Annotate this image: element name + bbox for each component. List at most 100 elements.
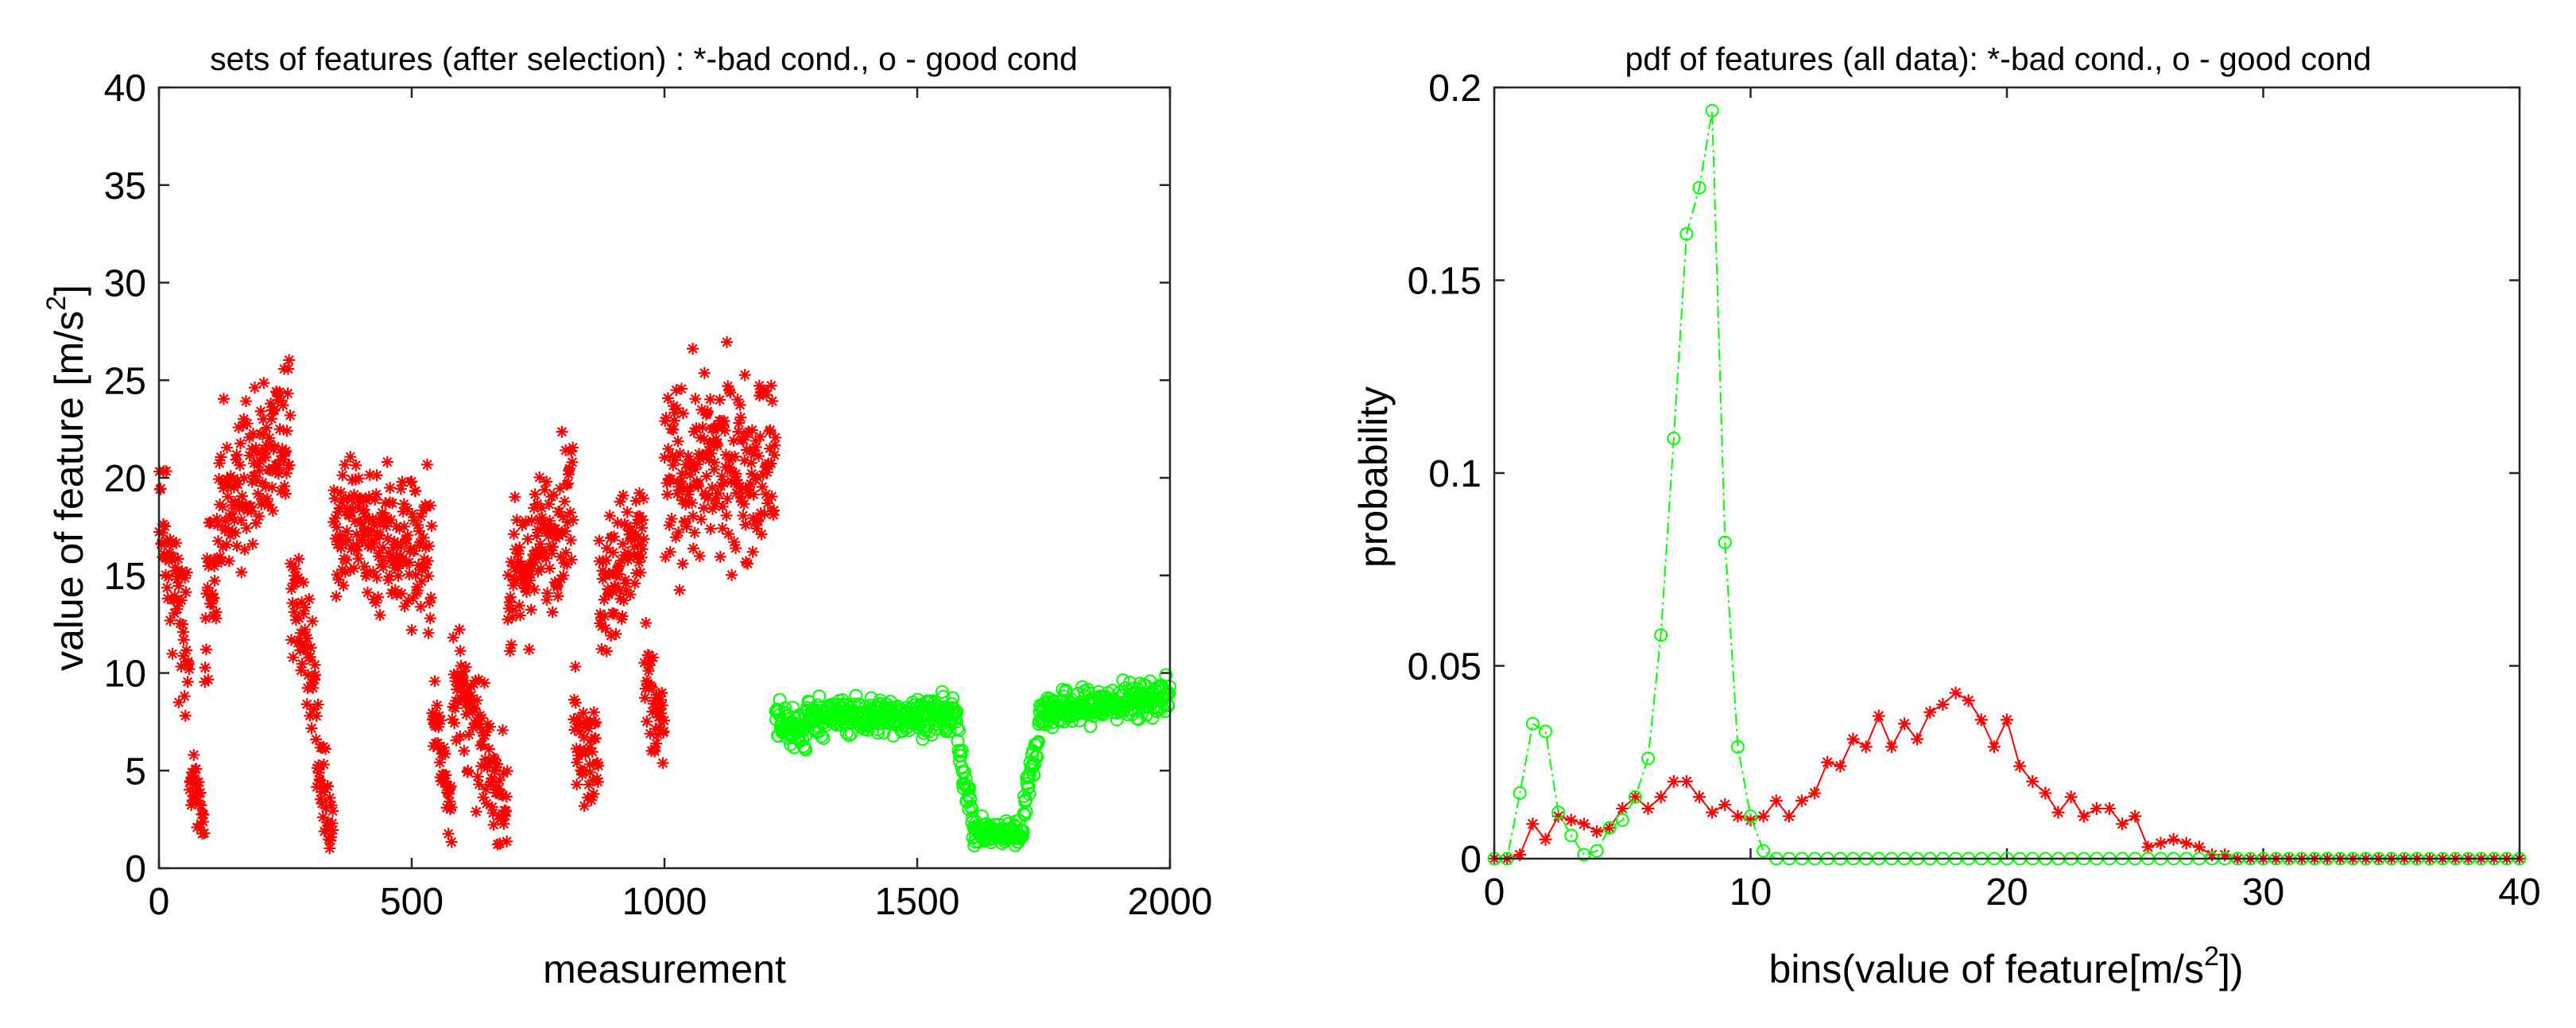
bad-cond-point: [169, 590, 181, 603]
bad-cond-point: [750, 435, 762, 448]
bad-cond-point: [157, 548, 170, 561]
bad-cond-point: [370, 469, 383, 482]
bad-cond-point: [445, 836, 458, 848]
bad-cond-point: [203, 554, 216, 567]
bad-cond-point: [672, 526, 685, 538]
bad-cond-point: [446, 713, 459, 726]
bad-cond-point: [254, 405, 267, 417]
bad-cond-point: [233, 502, 246, 515]
scatter-y-tick-label: 25: [104, 360, 146, 402]
bad-cond-point: [471, 694, 483, 707]
bad-cond-marker: [1782, 809, 1795, 823]
bad-cond-point: [274, 485, 287, 498]
bad-cond-point: [420, 541, 432, 554]
bad-cond-point: [768, 448, 781, 461]
good-cond-marker: [1641, 751, 1655, 766]
good-cond-point: [974, 809, 989, 824]
bad-cond-point: [638, 692, 651, 704]
bad-cond-point: [483, 720, 496, 733]
bad-cond-point: [661, 392, 674, 405]
bad-cond-point: [582, 722, 595, 735]
scatter-x-tick-label: 2000: [1128, 881, 1213, 923]
bad-cond-point: [662, 443, 675, 456]
bad-cond-point: [681, 483, 694, 495]
bad-cond-point: [405, 475, 418, 488]
bad-cond-point: [710, 497, 722, 510]
bad-cond-point: [445, 801, 458, 813]
bad-cond-point: [251, 447, 264, 460]
bad-cond-point: [292, 611, 305, 624]
bad-cond-point: [498, 817, 510, 830]
bad-cond-point: [591, 775, 604, 788]
bad-cond-point: [496, 789, 509, 802]
bad-cond-point: [230, 540, 243, 553]
bad-cond-point: [405, 623, 418, 636]
scatter-x-tick-label: 1500: [875, 881, 960, 923]
bad-cond-point: [199, 661, 211, 674]
bad-cond-point: [351, 528, 363, 541]
bad-cond-point: [650, 689, 663, 701]
bad-cond-point: [223, 555, 235, 568]
good-cond-marker: [1590, 844, 1604, 858]
bad-cond-marker: [2141, 840, 2155, 854]
bad-cond-point: [253, 464, 265, 477]
good-cond-point: [951, 721, 965, 735]
bad-cond-point: [761, 389, 773, 402]
bad-cond-point: [524, 574, 537, 587]
bad-cond-point: [657, 757, 669, 770]
bad-cond-point: [548, 528, 561, 541]
good-cond-marker: [1692, 180, 1706, 195]
bad-cond-point: [518, 564, 531, 576]
bad-cond-point: [508, 528, 521, 541]
bad-cond-point: [238, 471, 250, 484]
bad-cond-point: [367, 565, 380, 578]
bad-cond-point: [704, 393, 717, 405]
bad-cond-marker: [1936, 698, 1950, 711]
bad-cond-point: [559, 525, 571, 537]
bad-cond-point: [297, 576, 310, 588]
bad-cond-point: [514, 609, 526, 622]
bad-cond-marker: [1577, 817, 1590, 831]
bad-cond-point: [239, 395, 252, 408]
bad-cond-point: [389, 584, 401, 596]
bad-cond-point: [246, 427, 259, 440]
bad-cond-point: [265, 481, 278, 494]
bad-cond-point: [521, 580, 534, 592]
bad-cond-marker: [1795, 794, 1808, 808]
bad-cond-point: [578, 731, 591, 743]
bad-cond-point: [558, 495, 571, 508]
bad-cond-marker: [1859, 740, 1873, 754]
bad-cond-point: [462, 764, 475, 777]
bad-cond-point: [507, 579, 520, 592]
bad-cond-point: [260, 439, 273, 452]
bad-cond-point: [217, 482, 230, 495]
bad-cond-point: [230, 448, 243, 461]
bad-cond-point: [746, 545, 759, 558]
bad-cond-point: [727, 434, 740, 447]
bad-cond-point: [728, 536, 741, 549]
bad-cond-point: [319, 743, 331, 755]
bad-cond-point: [265, 398, 277, 410]
bad-cond-point: [370, 596, 382, 609]
bad-cond-point: [578, 800, 591, 813]
bad-cond-point: [406, 507, 419, 520]
bad-cond-point: [463, 728, 475, 741]
bad-cond-point: [721, 492, 734, 505]
bad-cond-point: [687, 343, 699, 355]
bad-cond-point: [407, 592, 420, 604]
bad-cond-point: [536, 511, 548, 524]
bad-cond-point: [497, 723, 509, 736]
bad-cond-point: [486, 807, 499, 820]
bad-cond-point: [278, 480, 291, 493]
bad-cond-point: [418, 553, 431, 565]
bad-cond-point: [485, 776, 498, 789]
bad-cond-point: [512, 548, 525, 561]
bad-cond-point: [669, 531, 682, 544]
bad-cond-point: [162, 570, 175, 583]
bad-cond-point: [680, 520, 693, 533]
bad-cond-point: [472, 673, 485, 686]
bad-cond-point: [415, 575, 428, 588]
bad-cond-point: [566, 456, 579, 468]
bad-cond-point: [402, 594, 415, 607]
bad-cond-point: [308, 703, 320, 716]
